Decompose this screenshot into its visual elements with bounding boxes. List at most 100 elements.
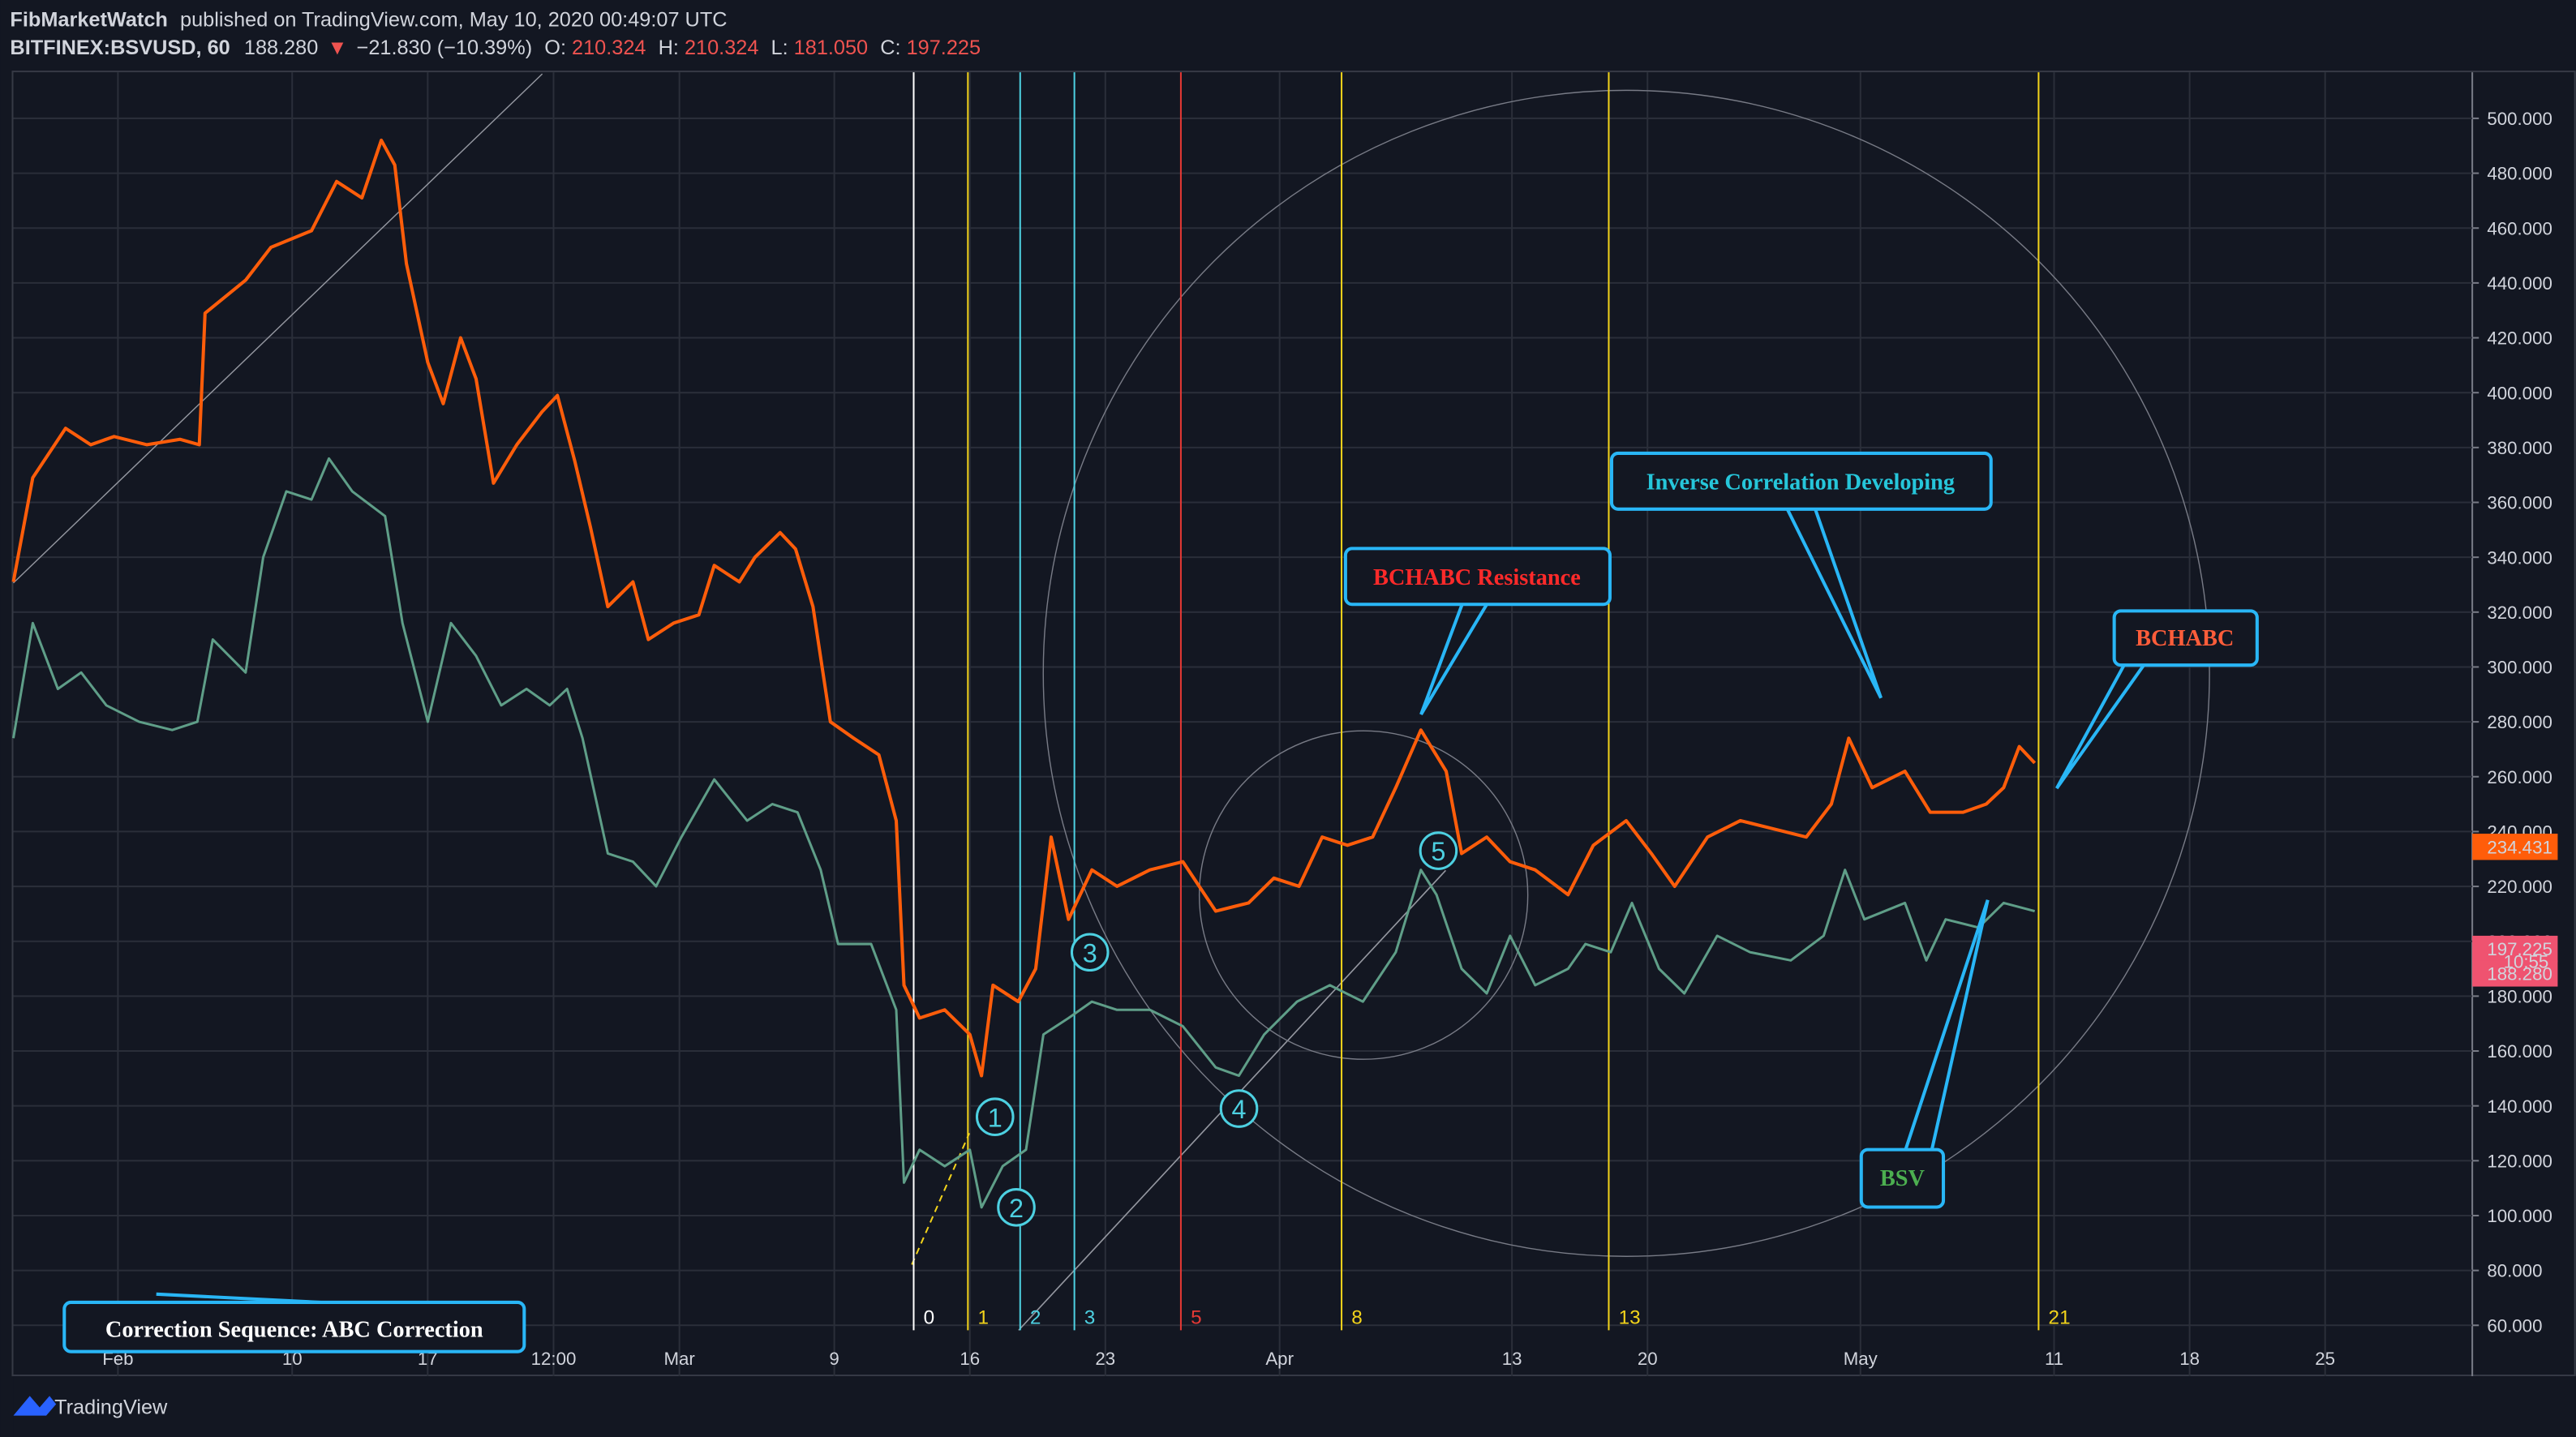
- price-line: [11, 138, 2037, 1078]
- header-line-1: FibMarketWatch published on TradingView.…: [10, 8, 727, 31]
- wave-label: 3: [1083, 938, 1097, 967]
- c: 197.225: [907, 36, 981, 59]
- y-tick-label: 380.000: [2487, 438, 2552, 458]
- callout-text: BSV: [1880, 1166, 1926, 1191]
- y-tick-label: 300.000: [2487, 658, 2552, 678]
- callout-box: [1859, 1147, 1946, 1209]
- y-tick-label: 440.000: [2487, 273, 2552, 294]
- price-label-box: [2472, 834, 2558, 860]
- price-label-box: [2472, 960, 2558, 987]
- logo-icon: [13, 1396, 57, 1416]
- l: 181.050: [794, 36, 868, 59]
- drawings: [12, 73, 2210, 1331]
- header-line-2: BITFINEX:BSVUSD, 60 188.280 ▼ −21.830 (−…: [10, 36, 981, 59]
- x-tick-label: May: [1844, 1349, 1878, 1369]
- x-tick-label: 23: [1095, 1349, 1115, 1369]
- countdown: 10:55: [2504, 951, 2549, 972]
- x-tick-label: 11: [2045, 1349, 2063, 1369]
- time-zone-label: 8: [1351, 1306, 1363, 1328]
- y-tick-label: 100.000: [2487, 1206, 2552, 1226]
- y-tick-label: 480.000: [2487, 164, 2552, 184]
- wave-label: 4: [1232, 1095, 1247, 1124]
- time-zones: 0 1 2 3 5 8 13 21: [912, 72, 2071, 1331]
- x-tick-label: 13: [1502, 1349, 1522, 1369]
- y-tick-label: 160.000: [2487, 1041, 2552, 1062]
- y-tick-label: 120.000: [2487, 1151, 2552, 1171]
- arrow: ▼: [327, 36, 347, 59]
- callout-box: [2112, 609, 2259, 667]
- x-tick-label: 9: [829, 1349, 839, 1369]
- x-tick-label: 20: [1638, 1349, 1658, 1369]
- callout-pointer: [2054, 664, 2145, 790]
- callout-text: BCHABC: [2136, 626, 2234, 651]
- y-tick-label: 420.000: [2487, 328, 2552, 349]
- wave-label: 2: [1009, 1194, 1024, 1223]
- circle: [1198, 730, 1529, 1060]
- wave-label: 5: [1431, 837, 1445, 866]
- x-tick-label: 18: [2179, 1349, 2200, 1369]
- callouts: BCHABC Resistance Inverse Correlation De…: [62, 451, 2259, 1353]
- y-tick-label: 340.000: [2487, 547, 2552, 568]
- y-tick-label: 260.000: [2487, 767, 2552, 787]
- callout-box: [1343, 547, 1612, 607]
- time-zone-label: 2: [1030, 1306, 1041, 1328]
- o-label: O:: [544, 36, 566, 59]
- wave-marker: [1070, 933, 1110, 972]
- y-tick-label: 400.000: [2487, 383, 2552, 403]
- time-zone-label: 13: [1619, 1306, 1641, 1328]
- time-zone-label: 3: [1084, 1306, 1096, 1328]
- x-tick-label: Apr: [1265, 1349, 1294, 1369]
- x-tick-label: 12:00: [531, 1349, 577, 1369]
- price-label: 197.225: [2487, 939, 2552, 959]
- callout-text: Inverse Correlation Developing: [1646, 470, 1955, 495]
- footer: [13, 1376, 2576, 1437]
- brand: TradingView: [54, 1396, 168, 1419]
- published: published on TradingView.com, May 10, 20…: [180, 8, 728, 31]
- y-tick-label: 140.000: [2487, 1096, 2552, 1117]
- y-tick-label: 360.000: [2487, 493, 2552, 513]
- h-label: H:: [659, 36, 679, 59]
- y-tick-label: 220.000: [2487, 877, 2552, 897]
- callout-pointer: [1419, 603, 1488, 715]
- x-tick-label: Mar: [663, 1349, 695, 1369]
- x-tick-label: 25: [2315, 1349, 2335, 1369]
- time-zone-label: 5: [1191, 1306, 1202, 1328]
- h: 210.324: [685, 36, 758, 59]
- brand-logo: [13, 1396, 57, 1416]
- price-label: 234.431: [2487, 837, 2552, 857]
- wave-marker: [1219, 1089, 1259, 1128]
- y-tick-label: 320.000: [2487, 603, 2552, 623]
- y-tick-label: 80.000: [2487, 1261, 2542, 1281]
- time-zone-label: 21: [2049, 1306, 2071, 1328]
- last: 188.280: [244, 36, 318, 59]
- change: −21.830 (−10.39%): [357, 36, 533, 59]
- y-tick-label: 60.000: [2487, 1315, 2542, 1336]
- l-label: L:: [771, 36, 788, 59]
- symbol: BITFINEX:BSVUSD, 60: [10, 36, 230, 59]
- price-label-box: [2472, 935, 2558, 963]
- plot-frame: [11, 71, 2576, 1377]
- callout-pointer: [1785, 508, 1883, 699]
- callout-pointer: [1904, 899, 1990, 1151]
- wave-label: 1: [988, 1103, 1002, 1132]
- price-label: 188.280: [2487, 963, 2552, 984]
- time-zone-label: 1: [977, 1306, 989, 1328]
- wave-marker: [1419, 831, 1458, 870]
- callout-text: Correction Sequence: ABC Correction: [105, 1317, 483, 1342]
- x-tick-label: 16: [960, 1349, 980, 1369]
- y-tick-label: 280.000: [2487, 712, 2552, 732]
- o: 210.324: [572, 36, 646, 59]
- y-tick-label: 500.000: [2487, 109, 2552, 129]
- trend-line: [12, 73, 543, 584]
- circle: [1042, 89, 2210, 1257]
- callout-text: BCHABC Resistance: [1373, 565, 1581, 590]
- wave-marker: [997, 1188, 1036, 1227]
- c-label: C:: [880, 36, 900, 59]
- time-zone-label: 0: [924, 1306, 935, 1328]
- price-line: [11, 457, 2036, 1209]
- callout-box: [62, 1300, 526, 1353]
- wave-marker: [975, 1097, 1015, 1136]
